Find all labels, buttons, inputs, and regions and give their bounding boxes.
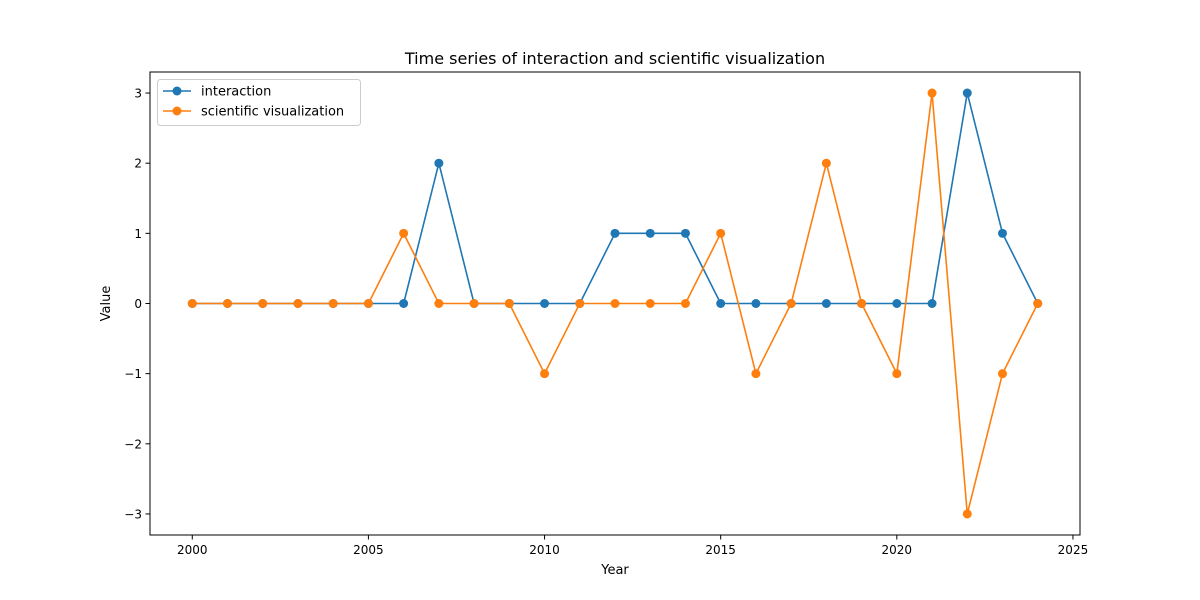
data-point — [892, 299, 902, 308]
x-tick-label: 2000 — [177, 543, 208, 557]
plot-frame — [149, 71, 1081, 536]
x-tick-label: 2020 — [882, 543, 913, 557]
data-point — [927, 299, 937, 308]
data-point — [786, 299, 796, 308]
data-point — [751, 299, 761, 308]
y-tick-label: −2 — [124, 437, 142, 451]
data-point — [892, 369, 902, 379]
y-tick-label: 2 — [134, 157, 142, 171]
data-point — [751, 369, 761, 379]
data-point — [575, 299, 585, 308]
data-point — [716, 228, 726, 238]
x-tick-label: 2015 — [705, 543, 736, 557]
data-point — [610, 299, 620, 308]
data-point — [1033, 299, 1043, 308]
data-point — [223, 299, 232, 308]
y-tick-label: 0 — [134, 297, 142, 311]
x-tick-label: 2025 — [1058, 543, 1089, 557]
y-tick-label: 1 — [134, 227, 142, 241]
legend-label: scientific visualization — [201, 105, 344, 120]
data-point — [680, 228, 690, 238]
x-tick-label: 2005 — [353, 543, 384, 557]
data-point — [363, 299, 373, 308]
series-layer — [187, 88, 1043, 519]
legend: interaction scientific visualization — [157, 79, 361, 126]
legend-marker — [172, 106, 182, 116]
data-point — [540, 369, 550, 379]
legend-marker — [172, 86, 182, 96]
data-point — [504, 299, 514, 308]
y-tick-label: 3 — [134, 87, 142, 101]
x-axis: 2000 2005 2010 2015 2020 2025 — [177, 535, 1088, 557]
data-point — [680, 299, 690, 308]
data-point — [187, 299, 197, 308]
data-point — [399, 299, 409, 308]
data-point — [962, 88, 972, 98]
data-point — [998, 228, 1007, 238]
data-point — [610, 228, 620, 238]
data-point — [645, 299, 655, 308]
data-point — [962, 509, 972, 519]
y-tick-label: −3 — [124, 507, 142, 521]
legend-label: interaction — [201, 85, 271, 100]
data-point — [645, 228, 655, 238]
data-point — [434, 299, 444, 308]
y-axis-label: Value — [99, 286, 114, 322]
data-point — [469, 299, 479, 308]
data-point — [821, 299, 831, 308]
data-point — [857, 299, 867, 308]
data-point — [716, 299, 726, 308]
data-point — [821, 158, 831, 168]
data-point — [328, 299, 338, 308]
data-point — [399, 228, 409, 238]
data-point — [434, 158, 444, 168]
legend-box — [157, 79, 361, 126]
data-point — [927, 88, 937, 98]
chart-title: Time series of interaction and scientifi… — [404, 49, 825, 68]
data-point — [998, 369, 1007, 379]
x-tick-label: 2010 — [529, 543, 560, 557]
data-point — [293, 299, 303, 308]
x-axis-label: Year — [600, 563, 629, 578]
series-1 — [187, 88, 1043, 519]
y-axis: −3 −2 −1 0 1 2 3 — [124, 87, 150, 521]
data-point — [258, 299, 268, 308]
y-tick-label: −1 — [124, 367, 142, 381]
data-point — [540, 299, 550, 308]
